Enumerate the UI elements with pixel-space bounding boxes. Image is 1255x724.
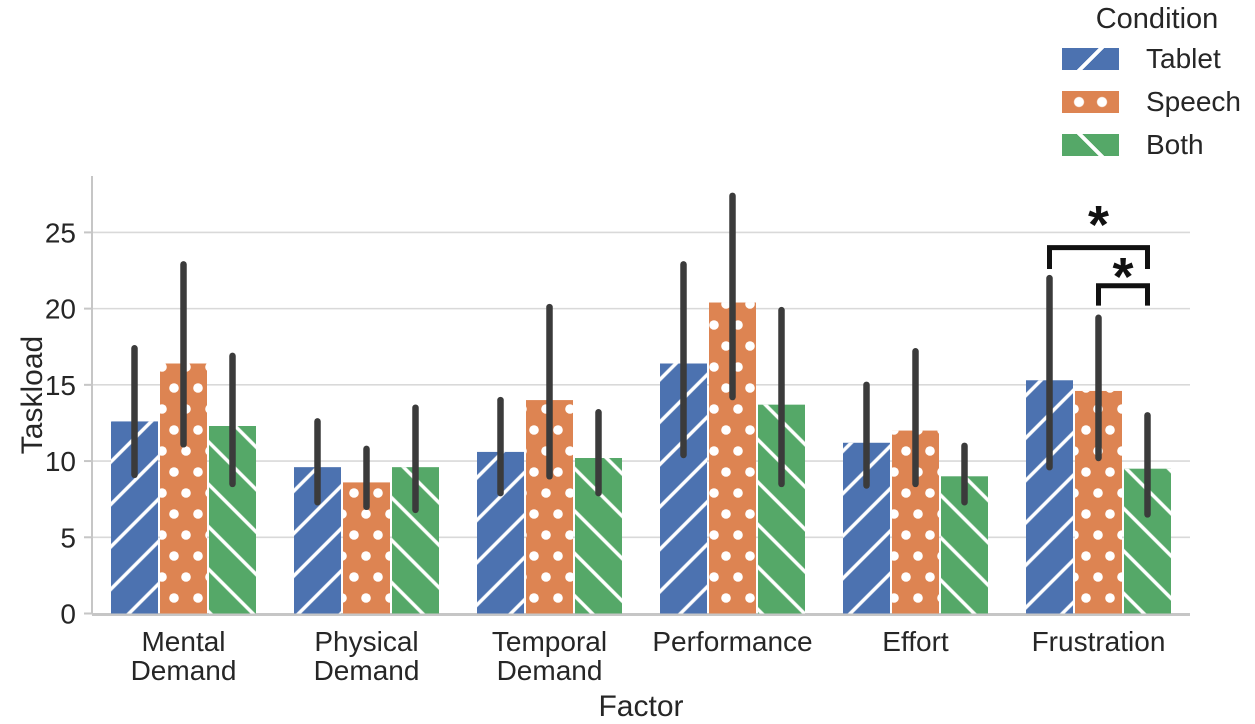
- x-axis-title: Factor: [598, 690, 684, 723]
- sig-bracket-1: [1047, 245, 1150, 269]
- legend-swatch-speech-icon: [1062, 91, 1119, 113]
- y-tick-label-5: 5: [60, 522, 76, 553]
- legend-swatch-tablet-icon: [1062, 48, 1119, 70]
- y-tick-label-0: 0: [60, 599, 76, 630]
- legend-label-speech: Speech: [1146, 86, 1241, 117]
- legend-label-tablet: Tablet: [1146, 43, 1221, 74]
- sig-bracket-2: [1096, 283, 1150, 306]
- legend-items: Tablet Speech Both: [1062, 43, 1252, 160]
- y-tick-label-15: 15: [45, 370, 76, 401]
- legend-title: Condition: [1095, 3, 1219, 35]
- category-label-physical-demand: Physical Demand: [314, 626, 420, 686]
- legend-item-tablet: Tablet: [1062, 43, 1252, 74]
- legend-item-speech: Speech: [1062, 86, 1252, 117]
- category-label-frustration: Frustration: [1032, 626, 1166, 657]
- category-label-mental-demand: Mental Demand: [131, 626, 237, 686]
- y-axis-title: Taskload: [16, 335, 49, 455]
- sig-star-2: *: [1112, 247, 1133, 307]
- y-tick-label-10: 10: [45, 446, 76, 477]
- legend-item-both: Both: [1062, 129, 1252, 160]
- sig-star-1: *: [1088, 195, 1109, 255]
- legend-swatch-both-icon: [1062, 134, 1119, 156]
- category-label-effort: Effort: [882, 626, 949, 657]
- y-tick-label-20: 20: [45, 294, 76, 325]
- category-label-temporal-demand: Temporal Demand: [492, 626, 607, 686]
- y-tick-label-25: 25: [45, 217, 76, 248]
- legend: Condition Tablet Speech Both: [1062, 0, 1252, 177]
- legend-label-both: Both: [1146, 129, 1204, 160]
- category-label-performance: Performance: [652, 626, 812, 657]
